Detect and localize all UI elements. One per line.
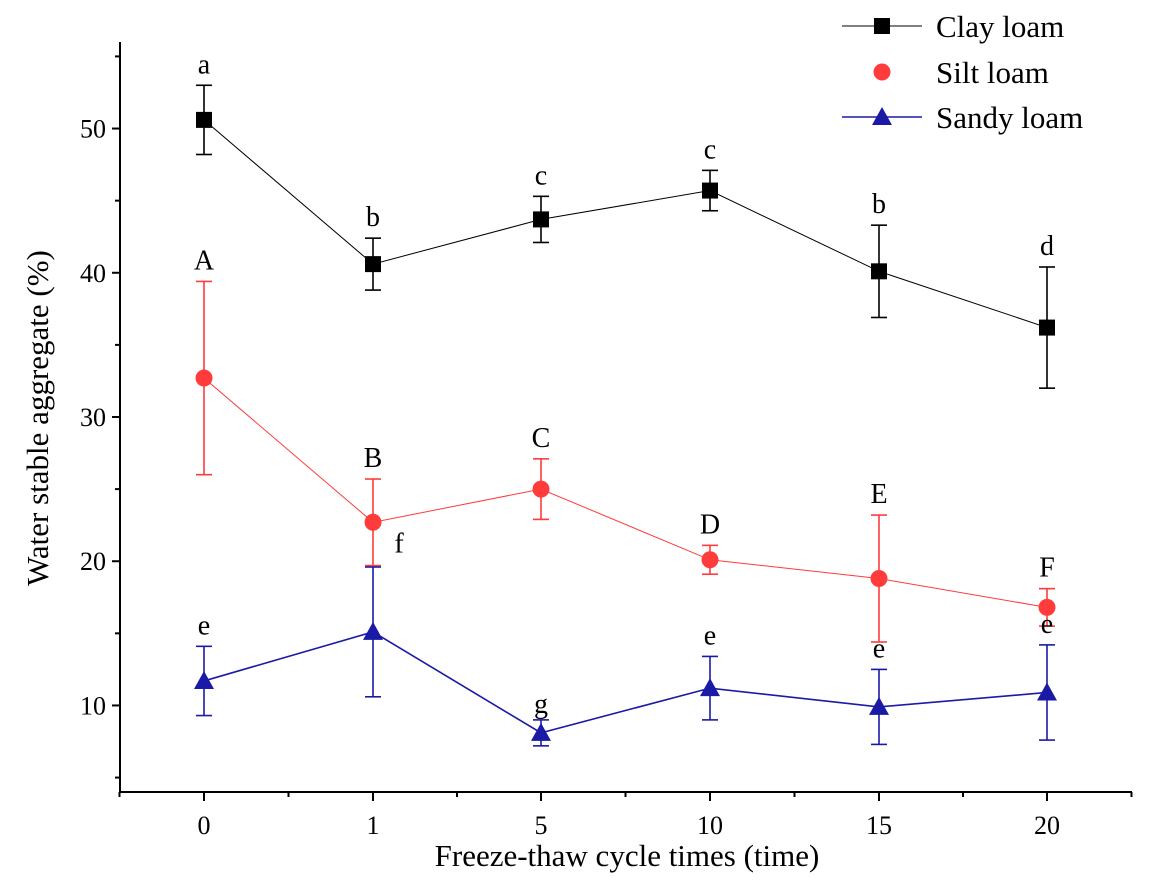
significance-letter: D <box>700 509 720 540</box>
data-point <box>701 551 719 569</box>
data-point <box>1038 598 1056 616</box>
x-tick-label: 1 <box>367 811 380 840</box>
significance-letter: a <box>198 49 211 80</box>
data-point <box>533 211 549 228</box>
series-layer: a b c c b d A B C D E Fe f g e e e <box>194 49 1057 747</box>
significance-letter: c <box>704 134 716 165</box>
significance-letter: e <box>1041 609 1053 640</box>
significance-letter: e <box>198 610 210 641</box>
y-axis-title: Water stable aggregate (%) <box>20 250 55 586</box>
x-tick-label: 0 <box>198 811 211 840</box>
x-tick-label: 20 <box>1034 811 1060 840</box>
series-sandy-loam: e f g e e e <box>194 529 1057 747</box>
x-tick-label: 10 <box>697 811 723 840</box>
significance-letter: E <box>870 479 887 510</box>
significance-letter: f <box>394 529 404 560</box>
legend-item-silt-loam: Silt loam <box>873 55 1049 90</box>
x-tick-label: 15 <box>866 811 892 840</box>
data-point <box>195 369 213 387</box>
x-tick-label: 5 <box>535 811 548 840</box>
legend-marker <box>873 63 891 81</box>
significance-letter: e <box>873 633 885 664</box>
y-tick-label: 10 <box>80 691 106 720</box>
legend-marker <box>872 107 892 125</box>
significance-letter: F <box>1039 553 1055 584</box>
significance-letter: B <box>364 443 383 474</box>
legend-marker <box>874 18 890 34</box>
significance-letter: C <box>532 423 551 454</box>
significance-letter: e <box>704 620 716 651</box>
x-axis-title: Freeze-thaw cycle times (time) <box>435 838 820 873</box>
significance-letter: b <box>872 189 886 220</box>
y-tick-label: 30 <box>80 403 106 432</box>
data-point <box>869 696 889 715</box>
data-point <box>870 570 888 588</box>
data-point <box>700 678 720 697</box>
series-clay-loam: a b c c b d <box>196 49 1055 389</box>
series-silt-loam: A B C D E F <box>194 245 1056 643</box>
series-line-silt-loam <box>203 377 1048 608</box>
data-point <box>702 182 718 199</box>
y-tick-label: 50 <box>80 115 106 144</box>
significance-letter: A <box>194 245 215 276</box>
data-point <box>532 480 550 498</box>
data-point <box>1037 682 1057 701</box>
significance-letter: g <box>534 689 548 720</box>
legend-label: Sandy loam <box>936 100 1083 135</box>
significance-letter: b <box>366 202 380 233</box>
legend: Clay loam Silt loam Sandy loam <box>842 9 1083 135</box>
y-tick-label: 20 <box>80 547 106 576</box>
data-point <box>196 111 212 128</box>
data-point <box>365 256 381 273</box>
legend-label: Clay loam <box>936 9 1064 44</box>
y-tick-label: 40 <box>80 259 106 288</box>
data-point <box>531 722 551 741</box>
legend-item-sandy-loam: Sandy loam <box>842 100 1083 135</box>
data-point <box>363 621 383 640</box>
series-line-sandy-loam <box>203 631 1048 734</box>
legend-label: Silt loam <box>936 55 1049 90</box>
data-point <box>364 513 382 531</box>
series-line-clay-loam <box>203 119 1048 329</box>
data-point <box>194 670 214 689</box>
data-point <box>1039 319 1055 336</box>
legend-item-clay-loam: Clay loam <box>842 9 1064 44</box>
significance-letter: d <box>1040 231 1054 262</box>
data-point <box>871 263 887 280</box>
significance-letter: c <box>535 160 547 191</box>
